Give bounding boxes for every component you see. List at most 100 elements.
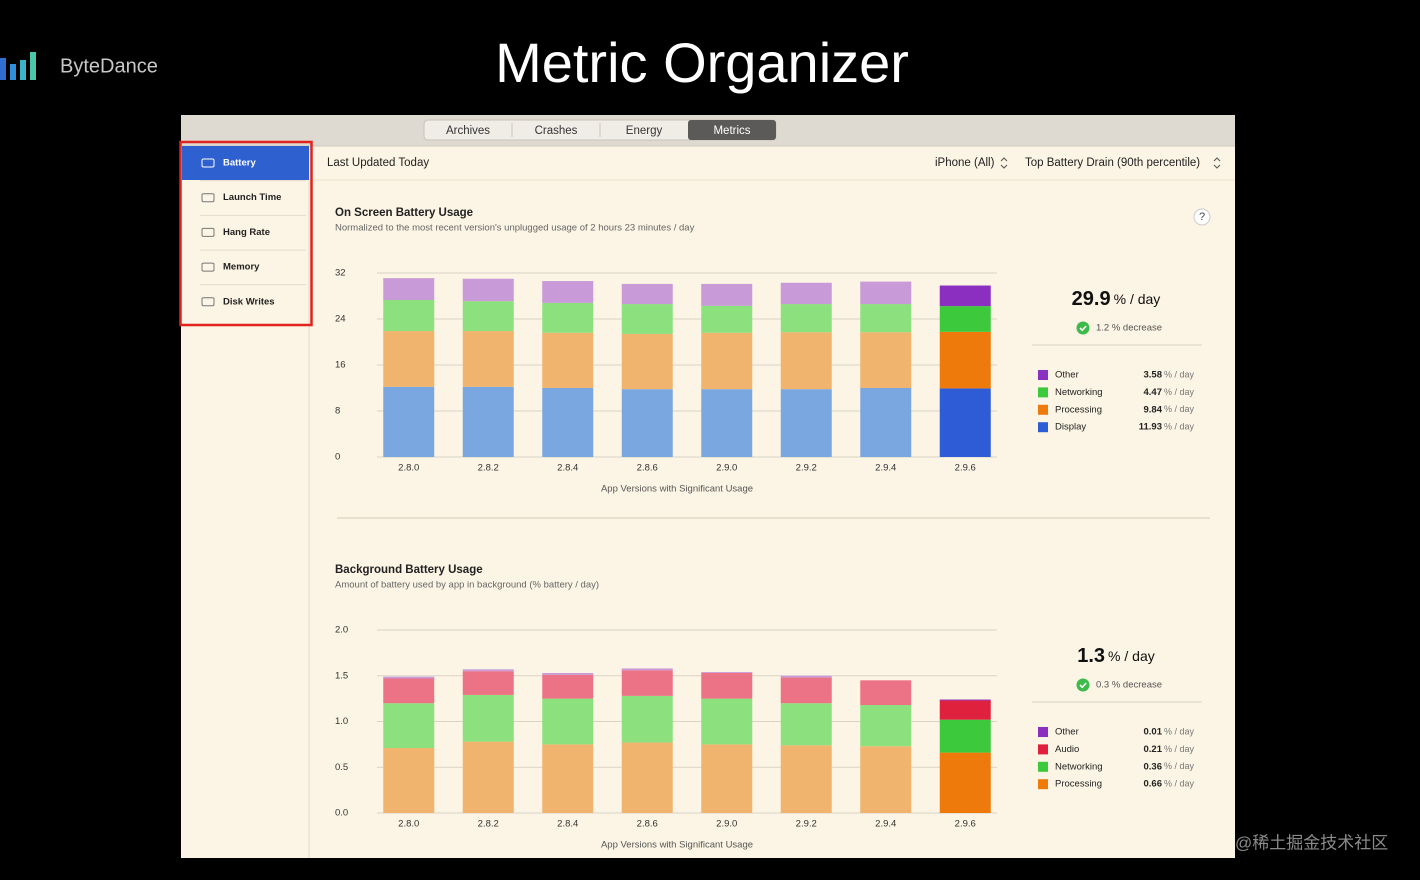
- legend-value: 11.93: [1139, 422, 1162, 433]
- bar-segment: [621, 670, 673, 696]
- bar-segment: [462, 669, 514, 672]
- x-tick-label: 2.9.4: [875, 819, 896, 830]
- x-tick-label: 2.9.0: [716, 463, 737, 474]
- sidebar-item[interactable]: Hang Rate: [223, 227, 270, 238]
- bar-segment: [542, 281, 594, 303]
- tab-active[interactable]: [688, 120, 776, 140]
- x-tick-label: 2.8.6: [637, 463, 658, 474]
- sidebar-icon: [201, 158, 215, 168]
- bar-segment: [383, 278, 435, 301]
- x-tick-label: 2.9.4: [875, 463, 896, 474]
- change-note: 1.2 % decrease: [1096, 323, 1162, 334]
- tab[interactable]: Archives: [446, 125, 490, 137]
- bar-segment: [860, 332, 912, 388]
- sidebar-item[interactable]: Memory: [223, 262, 260, 273]
- help-button[interactable]: [1193, 208, 1211, 226]
- sidebar-icon: [201, 262, 215, 272]
- picker-chevron[interactable]: [1000, 157, 1008, 169]
- bar-segment: [860, 705, 912, 747]
- sidebar-icon: [201, 193, 215, 203]
- legend-name: Networking: [1055, 387, 1103, 398]
- sidebar-item[interactable]: Battery: [223, 158, 256, 169]
- legend-value: 0.66: [1144, 779, 1163, 790]
- y-tick-label: 32: [335, 268, 346, 279]
- bar-segment: [780, 677, 832, 704]
- bar-segment: [939, 699, 991, 701]
- bar-segment: [939, 719, 991, 753]
- bar-segment: [462, 694, 514, 742]
- y-tick-label: 1.5: [335, 670, 348, 681]
- bar-segment: [701, 389, 753, 457]
- y-tick-label: 1.0: [335, 716, 348, 727]
- y-tick-label: 16: [335, 360, 346, 371]
- legend-unit: % / day: [1164, 744, 1195, 754]
- sidebar-item-selected[interactable]: [182, 146, 309, 180]
- bar-segment: [939, 285, 991, 307]
- bar-segment: [701, 673, 753, 699]
- metric-picker[interactable]: Top Battery Drain (90th percentile): [1025, 157, 1200, 169]
- x-axis-label: App Versions with Significant Usage: [601, 840, 753, 851]
- y-tick-label: 2.0: [335, 625, 348, 636]
- bar-segment: [621, 695, 673, 743]
- x-tick-label: 2.9.0: [716, 819, 737, 830]
- device-picker[interactable]: iPhone (All): [935, 157, 995, 169]
- bar-segment: [621, 333, 673, 390]
- bar-segment: [701, 672, 753, 674]
- bar-segment: [939, 388, 991, 457]
- legend-unit: % / day: [1164, 422, 1195, 432]
- bar-segment: [542, 698, 594, 745]
- x-tick-label: 2.9.2: [796, 819, 817, 830]
- logo-bar: [0, 58, 6, 80]
- summary: 29.9% / day: [1072, 288, 1161, 310]
- logo-bar: [10, 64, 16, 80]
- x-tick-label: 2.8.6: [637, 819, 658, 830]
- bar-segment: [462, 671, 514, 695]
- sidebar-item[interactable]: Disk Writes: [223, 296, 275, 307]
- bar-segment: [860, 746, 912, 813]
- bar-segment: [542, 388, 594, 457]
- tab[interactable]: Crashes: [535, 125, 578, 137]
- help-button-label[interactable]: ?: [1199, 211, 1205, 223]
- legend-swatch: [1038, 387, 1048, 398]
- bar-segment: [542, 673, 594, 675]
- legend-swatch: [1038, 404, 1048, 415]
- bar-segment: [462, 386, 514, 457]
- selection-highlight: [179, 140, 313, 327]
- bar-segment: [383, 300, 435, 332]
- legend-name: Networking: [1055, 761, 1103, 772]
- bar-segment: [621, 304, 673, 334]
- legend-name: Other: [1055, 727, 1079, 738]
- x-tick-label: 2.8.0: [398, 819, 419, 830]
- bar-segment: [701, 698, 753, 745]
- check-mark: [1079, 325, 1087, 332]
- summary: 1.3% / day: [1077, 645, 1155, 667]
- brand: ByteDance: [60, 55, 158, 77]
- legend-unit: % / day: [1164, 761, 1195, 771]
- logo: [0, 52, 36, 80]
- x-tick-label: 2.8.0: [398, 463, 419, 474]
- picker-chevron[interactable]: [1213, 157, 1221, 169]
- bar-segment: [860, 304, 912, 333]
- legend-unit: % / day: [1164, 369, 1195, 379]
- legend-swatch: [1038, 422, 1048, 433]
- legend-swatch: [1038, 761, 1048, 772]
- bar-segment: [383, 748, 435, 813]
- summary-value: 1.3: [1077, 645, 1105, 667]
- bar-segment: [939, 752, 991, 813]
- x-tick-label: 2.9.6: [955, 819, 976, 830]
- tab[interactable]: Energy: [626, 125, 663, 137]
- bar-segment: [780, 332, 832, 390]
- bar-segment: [701, 332, 753, 390]
- bar-segment: [462, 741, 514, 813]
- legend-value: 4.47: [1144, 387, 1163, 398]
- bar-segment: [542, 674, 594, 699]
- x-tick-label: 2.8.2: [478, 463, 499, 474]
- bar-segment: [383, 331, 435, 387]
- legend-name: Display: [1055, 422, 1086, 433]
- bar-segment: [542, 302, 594, 333]
- tab[interactable]: Metrics: [713, 125, 750, 137]
- x-tick-label: 2.9.6: [955, 463, 976, 474]
- summary-unit: % / day: [1108, 648, 1155, 664]
- bar-segment: [621, 742, 673, 813]
- sidebar-item[interactable]: Launch Time: [223, 192, 281, 203]
